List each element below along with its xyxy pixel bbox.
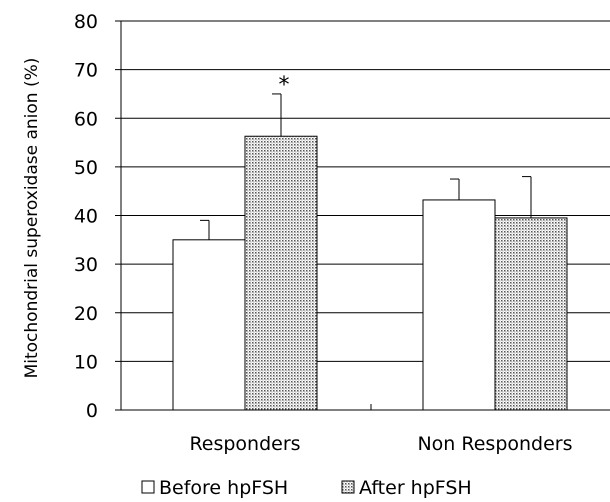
y-axis-title: Mitochondrial superoxidase anion (%) (22, 58, 42, 379)
legend-swatch (141, 480, 155, 494)
significance-marker: * (279, 73, 290, 98)
y-tick-label: 0 (86, 400, 98, 422)
y-tick-label: 20 (74, 303, 98, 325)
bar-after (494, 217, 568, 411)
y-tick-label: 60 (74, 108, 98, 130)
y-tick-label: 70 (74, 60, 98, 82)
y-tick-label: 30 (74, 254, 98, 276)
y-tick-label: 50 (74, 157, 98, 179)
axes: 0 10 20 30 40 50 60 70 80 Responders Non Responder… (74, 11, 610, 455)
bar-before (422, 199, 496, 411)
category-label: Responders (189, 433, 300, 455)
bar-after (244, 135, 318, 411)
bars (172, 93, 568, 411)
y-tick-label: 40 (74, 206, 98, 228)
y-tick-label: 10 (74, 351, 98, 373)
bar-before (172, 239, 246, 411)
category-label: Non Responders (417, 433, 572, 455)
legend-label: After hpFSH (359, 477, 472, 499)
legend: Before hpFSH After hpFSH (141, 477, 472, 499)
y-tick-label: 80 (74, 11, 98, 33)
legend-swatch (341, 480, 355, 494)
legend-label: Before hpFSH (159, 477, 288, 499)
